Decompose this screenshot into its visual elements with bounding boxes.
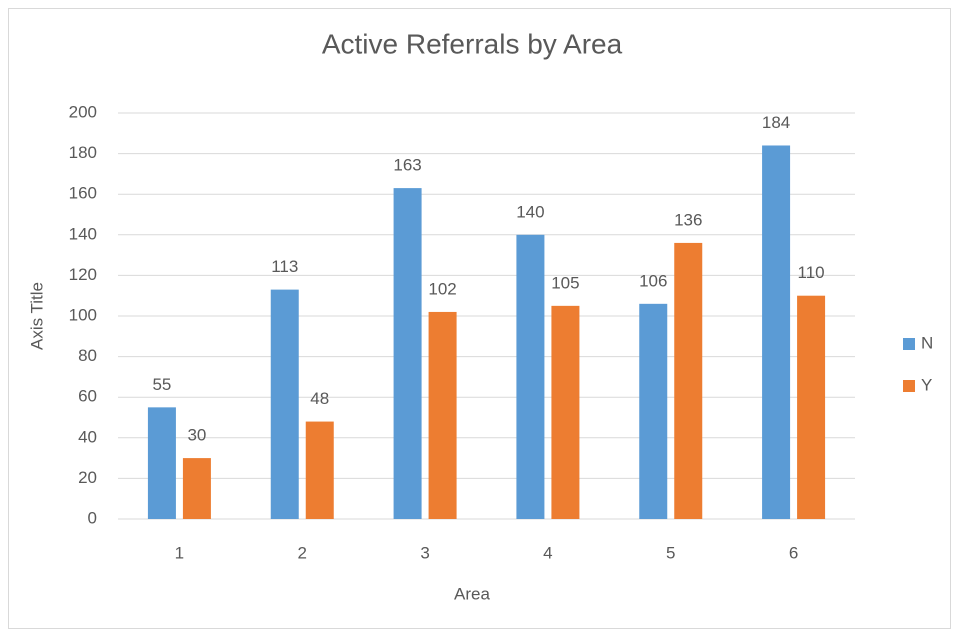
- x-tick-label: 3: [420, 543, 429, 562]
- chart-title: Active Referrals by Area: [322, 28, 623, 59]
- bar: [182, 458, 211, 519]
- y-tick-label: 20: [78, 468, 97, 487]
- y-tick-label: 180: [69, 143, 97, 162]
- data-label: 30: [187, 426, 206, 445]
- legend-swatch: [903, 338, 915, 350]
- data-label: 136: [674, 210, 702, 229]
- y-tick-label: 160: [69, 184, 97, 203]
- y-tick-label: 100: [69, 305, 97, 324]
- x-tick-label: 1: [175, 543, 184, 562]
- y-tick-label: 120: [69, 265, 97, 284]
- y-tick-label: 80: [78, 346, 97, 365]
- data-label: 106: [639, 271, 667, 290]
- data-label: 102: [428, 279, 456, 298]
- legend-label: Y: [921, 375, 932, 394]
- y-tick-label: 140: [69, 224, 97, 243]
- y-tick-label: 40: [78, 427, 97, 446]
- bar: [270, 289, 299, 519]
- y-tick-label: 0: [88, 508, 97, 527]
- bar: [639, 303, 668, 519]
- data-label: 105: [551, 273, 579, 292]
- legend-swatch: [903, 380, 915, 392]
- x-tick-label: 4: [543, 543, 552, 562]
- data-label: 184: [762, 113, 790, 132]
- x-axis-title: Area: [454, 584, 490, 603]
- bar: [762, 145, 791, 520]
- data-label: 48: [310, 389, 329, 408]
- data-label: 113: [271, 257, 298, 276]
- y-tick-label: 200: [69, 102, 97, 121]
- bar: [516, 234, 545, 520]
- x-tick-label: 2: [298, 543, 307, 562]
- legend-label: N: [921, 333, 933, 352]
- x-tick-label: 6: [789, 543, 798, 562]
- data-label: 140: [516, 202, 544, 221]
- chart-border: [8, 8, 951, 629]
- bar: [551, 305, 580, 519]
- bar: [797, 295, 826, 519]
- data-label: 55: [152, 375, 171, 394]
- bar: [305, 421, 334, 519]
- bar: [147, 407, 176, 519]
- y-tick-label: 60: [78, 387, 97, 406]
- data-label: 163: [393, 156, 421, 175]
- bar: [428, 311, 457, 519]
- x-tick-label: 5: [666, 543, 675, 562]
- data-label: 110: [798, 263, 825, 282]
- y-axis-title: Axis Title: [27, 282, 46, 350]
- bar: [393, 188, 422, 520]
- bar: [674, 242, 703, 520]
